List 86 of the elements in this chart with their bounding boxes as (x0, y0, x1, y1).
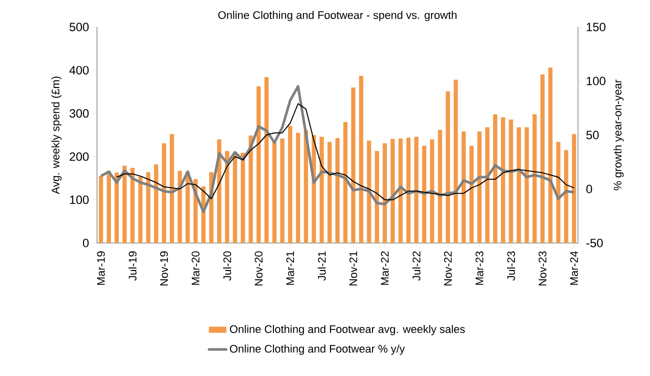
bar (382, 143, 387, 243)
legend-label: Online Clothing and Footwear avg. weekly sales (230, 324, 465, 336)
bar (477, 132, 482, 243)
bar (414, 136, 418, 243)
bar (390, 138, 395, 243)
x-tick-label: Jul-20 (223, 251, 232, 281)
bar (556, 142, 560, 243)
y-tick-label: 0 (82, 238, 89, 248)
bar (264, 77, 269, 243)
bar (422, 146, 426, 243)
bar (280, 138, 284, 243)
bar (462, 132, 466, 243)
y2-tick-label: -50 (586, 238, 603, 248)
bar (374, 150, 380, 243)
bar (178, 170, 182, 243)
x-tick-label: Jul-19 (128, 251, 137, 281)
bar (122, 166, 127, 243)
x-tick-label: Mar-22 (380, 251, 389, 285)
bar (343, 122, 348, 243)
x-tick-label: Mar-20 (192, 251, 200, 285)
bar (359, 76, 364, 243)
bar (154, 164, 158, 243)
bar (406, 138, 411, 243)
bar (232, 152, 238, 243)
bar (98, 176, 104, 243)
bar (564, 150, 568, 243)
x-tick-label: Mar-21 (286, 251, 294, 285)
bar (548, 68, 552, 243)
bar (320, 136, 324, 243)
y2-axis-title: % growth year-on-year (613, 80, 624, 190)
bar (288, 126, 292, 243)
bar (366, 140, 372, 243)
x-tick-label: Nov-20 (254, 251, 263, 286)
bar (469, 146, 474, 243)
x-tick-label: Jul-22 (412, 251, 420, 281)
bar (335, 138, 340, 243)
bar (430, 139, 434, 243)
x-tick-label: Mar-19 (97, 251, 105, 285)
y2-tick-label: 150 (586, 22, 606, 32)
bar (516, 127, 521, 243)
bar (106, 170, 111, 243)
bar (524, 127, 529, 243)
y2-tick-label: 0 (586, 184, 592, 194)
legend-label: Online Clothing and Footwear % y/y (230, 344, 405, 355)
bar (572, 134, 576, 243)
y2-tick-label: 50 (586, 130, 599, 140)
bar (240, 152, 245, 243)
bar (508, 119, 514, 243)
bar (114, 172, 119, 243)
x-tick-label: Jul-21 (318, 251, 326, 281)
y-tick-label: 500 (70, 22, 89, 32)
bar (256, 86, 261, 243)
y-tick-label: 200 (70, 152, 89, 161)
bar (328, 142, 332, 243)
y2-tick-label: 100 (586, 76, 606, 86)
y-axis-title: Avg. weekly spend (£m) (51, 76, 62, 194)
bar (500, 117, 506, 243)
bar (162, 143, 166, 243)
x-tick-label: Nov-22 (444, 251, 452, 286)
bar (351, 87, 356, 243)
line-series (100, 85, 576, 213)
y-tick-label: 100 (70, 196, 89, 204)
bar (138, 176, 142, 243)
bar (446, 91, 450, 243)
bar (454, 80, 458, 243)
bar (532, 114, 537, 243)
bar (540, 74, 545, 243)
chart-title: Online Clothing and Footwear - spend vs. growth (218, 10, 456, 22)
bar (485, 127, 490, 243)
x-tick-label: Nov-21 (349, 251, 358, 286)
bar (493, 114, 498, 243)
y-tick-label: 300 (70, 109, 89, 118)
bar (398, 138, 403, 243)
bar (438, 130, 442, 243)
bar (170, 134, 174, 243)
bar (146, 172, 150, 243)
bar (186, 172, 190, 243)
bar (272, 141, 277, 243)
bar (248, 135, 253, 243)
x-tick-label: Nov-19 (160, 251, 168, 286)
y-tick-label: 400 (69, 66, 89, 74)
x-tick-label: Nov-23 (538, 251, 546, 286)
x-tick-label: Mar-24 (570, 251, 578, 285)
x-tick-label: Jul-23 (506, 251, 516, 281)
x-tick-label: Mar-23 (476, 251, 484, 285)
bar (296, 132, 300, 243)
